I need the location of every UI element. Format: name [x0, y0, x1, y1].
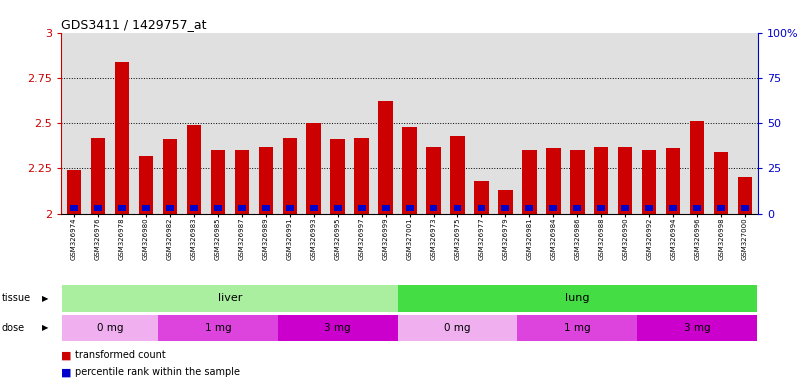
Text: 3 mg: 3 mg	[684, 323, 710, 333]
Bar	[190, 205, 198, 211]
Bar	[522, 150, 537, 214]
Bar	[478, 205, 486, 211]
Bar	[158, 314, 277, 341]
Bar	[741, 205, 749, 211]
Text: ■: ■	[61, 367, 71, 377]
Bar	[285, 205, 294, 211]
Bar	[501, 205, 509, 211]
Text: percentile rank within the sample: percentile rank within the sample	[75, 367, 240, 377]
Bar	[498, 190, 513, 214]
Bar	[690, 121, 705, 214]
Bar	[474, 181, 489, 214]
Bar	[453, 205, 461, 211]
Bar	[358, 205, 366, 211]
Bar	[717, 205, 725, 211]
Bar	[427, 147, 440, 214]
Bar	[621, 205, 629, 211]
Text: dose: dose	[2, 323, 25, 333]
Bar	[618, 147, 633, 214]
Bar	[637, 314, 757, 341]
Bar	[187, 125, 201, 214]
Bar	[397, 285, 757, 312]
Bar	[646, 205, 653, 211]
Bar	[211, 150, 225, 214]
Text: 3 mg: 3 mg	[324, 323, 351, 333]
Bar	[163, 139, 177, 214]
Bar	[669, 205, 677, 211]
Bar	[549, 205, 557, 211]
Bar	[379, 101, 393, 214]
Bar	[693, 205, 702, 211]
Bar	[310, 205, 318, 211]
Bar	[67, 170, 81, 214]
Bar	[91, 137, 105, 214]
Bar	[307, 123, 321, 214]
Bar	[139, 156, 153, 214]
Bar	[70, 205, 78, 211]
Bar	[594, 147, 608, 214]
Bar	[573, 205, 581, 211]
Bar	[62, 314, 158, 341]
Bar	[238, 205, 246, 211]
Text: ▶: ▶	[42, 323, 49, 333]
Text: ■: ■	[61, 350, 71, 360]
Bar	[333, 205, 341, 211]
Bar	[214, 205, 221, 211]
Bar	[402, 127, 417, 214]
Bar	[382, 205, 389, 211]
Bar	[62, 285, 397, 312]
Bar	[397, 314, 517, 341]
Bar	[277, 314, 397, 341]
Bar	[517, 314, 637, 341]
Text: ▶: ▶	[42, 294, 49, 303]
Text: 0 mg: 0 mg	[444, 323, 470, 333]
Bar	[330, 139, 345, 214]
Bar	[526, 205, 534, 211]
Bar	[450, 136, 465, 214]
Bar	[234, 150, 249, 214]
Bar	[666, 148, 680, 214]
Bar	[282, 137, 297, 214]
Bar	[546, 148, 560, 214]
Bar	[354, 137, 369, 214]
Text: lung: lung	[565, 293, 590, 303]
Bar	[142, 205, 150, 211]
Text: liver: liver	[217, 293, 242, 303]
Bar	[118, 205, 126, 211]
Bar	[738, 177, 753, 214]
Bar	[642, 150, 656, 214]
Bar	[259, 147, 273, 214]
Bar	[714, 152, 728, 214]
Bar	[430, 205, 437, 211]
Text: tissue: tissue	[2, 293, 31, 303]
Bar	[406, 205, 414, 211]
Bar	[598, 205, 605, 211]
Bar	[94, 205, 102, 211]
Bar	[570, 150, 585, 214]
Text: transformed count: transformed count	[75, 350, 166, 360]
Bar	[262, 205, 270, 211]
Text: GDS3411 / 1429757_at: GDS3411 / 1429757_at	[61, 18, 206, 31]
Bar	[114, 61, 129, 214]
Text: 1 mg: 1 mg	[204, 323, 231, 333]
Text: 0 mg: 0 mg	[97, 323, 123, 333]
Text: 1 mg: 1 mg	[564, 323, 590, 333]
Bar	[166, 205, 174, 211]
